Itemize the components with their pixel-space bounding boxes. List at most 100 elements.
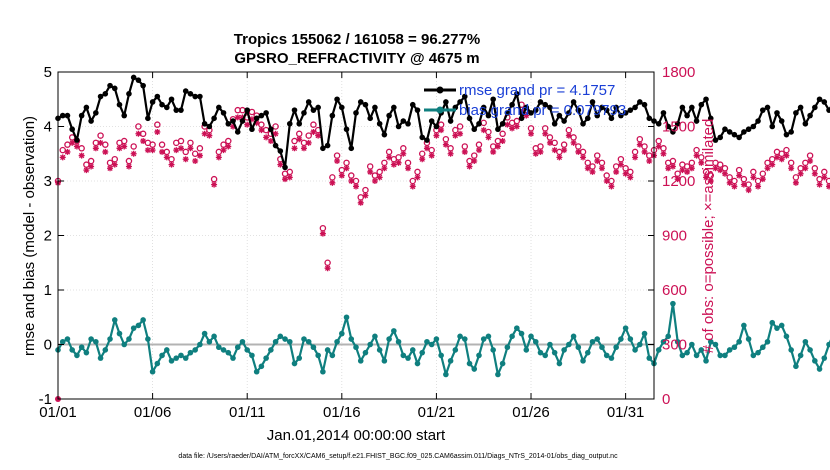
assimilated-obs-point (196, 152, 203, 159)
assimilated-obs-point (736, 172, 743, 179)
bias-point (660, 338, 667, 345)
bias-point (159, 352, 165, 359)
bias-point (528, 333, 534, 340)
rmse-point (159, 101, 165, 108)
bias-point (310, 344, 317, 351)
assimilated-obs-point (740, 181, 747, 188)
assimilated-obs-point (457, 130, 464, 137)
rmse-point (249, 126, 255, 133)
assimilated-obs-point (674, 176, 681, 183)
rmse-point (518, 115, 525, 122)
possible-obs-point (158, 141, 166, 148)
rmse-point (286, 120, 293, 127)
rmse-point (419, 134, 426, 141)
assimilated-obs-point (717, 167, 724, 174)
rmse-point (703, 96, 709, 103)
bias-point (679, 352, 686, 359)
rmse-point (234, 129, 241, 135)
bias-point (684, 349, 690, 356)
rmse-point (201, 120, 208, 127)
assimilated-obs-point (821, 174, 828, 181)
assimilated-obs-point (546, 139, 553, 146)
bias-point (220, 347, 227, 353)
assimilated-obs-point (556, 154, 563, 161)
rmse-point (499, 120, 506, 127)
assimilated-obs-point (755, 183, 762, 190)
rmse-point (197, 93, 203, 100)
assimilated-obs-point (386, 154, 393, 161)
rmse-point (476, 120, 482, 127)
obs-count-markers (54, 101, 830, 402)
bias-point (315, 352, 321, 359)
rmse-point (641, 101, 648, 108)
assimilated-obs-point (442, 141, 449, 148)
assimilated-obs-point (300, 145, 307, 152)
y-axis-label: rmse and bias (model - observation) (21, 116, 38, 356)
bias-point (575, 344, 582, 351)
rmse-point (216, 104, 222, 111)
assimilated-obs-point (646, 158, 653, 165)
rmse-point (386, 112, 392, 119)
assimilated-obs-point (163, 154, 170, 161)
bias-point (561, 347, 567, 353)
rmse-point (774, 110, 780, 116)
rmse-point (97, 93, 104, 100)
bias-point (391, 328, 397, 334)
bias-point (438, 352, 444, 359)
x-tick-label: 01/16 (323, 404, 361, 421)
assimilated-obs-point (111, 161, 118, 168)
assimilated-obs-point (215, 154, 222, 161)
assimilated-obs-point (769, 161, 776, 168)
rmse-point (788, 129, 794, 135)
bias-point (395, 338, 402, 345)
possible-obs-point (177, 137, 185, 145)
assimilated-obs-point (721, 170, 728, 177)
bias-point (211, 333, 217, 340)
bias-point (111, 317, 118, 323)
rmse-point (443, 99, 449, 105)
assimilated-obs-point (565, 132, 572, 139)
bias-point (490, 347, 496, 353)
bias-point (703, 358, 709, 364)
rmse-point (655, 120, 662, 127)
rmse-point (736, 134, 742, 141)
rmse-point (769, 123, 776, 130)
rmse-point (802, 120, 809, 127)
y-tick-label: 1 (44, 282, 52, 299)
rmse-point (722, 126, 728, 133)
rmse-point (433, 123, 440, 130)
assimilated-obs-point (598, 165, 605, 172)
bias-point (381, 358, 388, 364)
assimilated-obs-point (816, 181, 823, 188)
rmse-point (168, 96, 175, 103)
assimilated-obs-point (400, 150, 407, 157)
rmse-point (547, 104, 553, 111)
possible-obs-point (196, 145, 204, 152)
rmse-point (348, 145, 355, 152)
rmse-point (135, 77, 142, 83)
assimilated-obs-point (684, 168, 691, 175)
bias-point (556, 360, 563, 367)
assimilated-obs-point (584, 165, 591, 172)
y2-axis-label: # of obs: o=possible; ×=assimilated (700, 119, 717, 354)
assimilated-obs-point (594, 158, 601, 165)
rmse-point (561, 118, 567, 124)
rmse-point (149, 99, 156, 105)
rmse-point (88, 118, 94, 124)
assimilated-obs-point (561, 147, 568, 154)
bias-point (566, 341, 572, 348)
x-tick-label: 01/26 (512, 404, 550, 421)
bias-point (759, 344, 766, 351)
bias-point (750, 352, 757, 359)
bias-point (783, 333, 790, 340)
bias-point (362, 349, 369, 356)
rmse-point (797, 104, 804, 111)
rmse-point (405, 120, 411, 127)
bias-point (826, 341, 830, 348)
assimilated-obs-point (310, 128, 317, 135)
rmse-point (755, 118, 761, 124)
rmse-point (334, 96, 340, 103)
rmse-point (594, 112, 601, 119)
bias-point (168, 358, 175, 364)
assimilated-obs-point (807, 158, 814, 165)
